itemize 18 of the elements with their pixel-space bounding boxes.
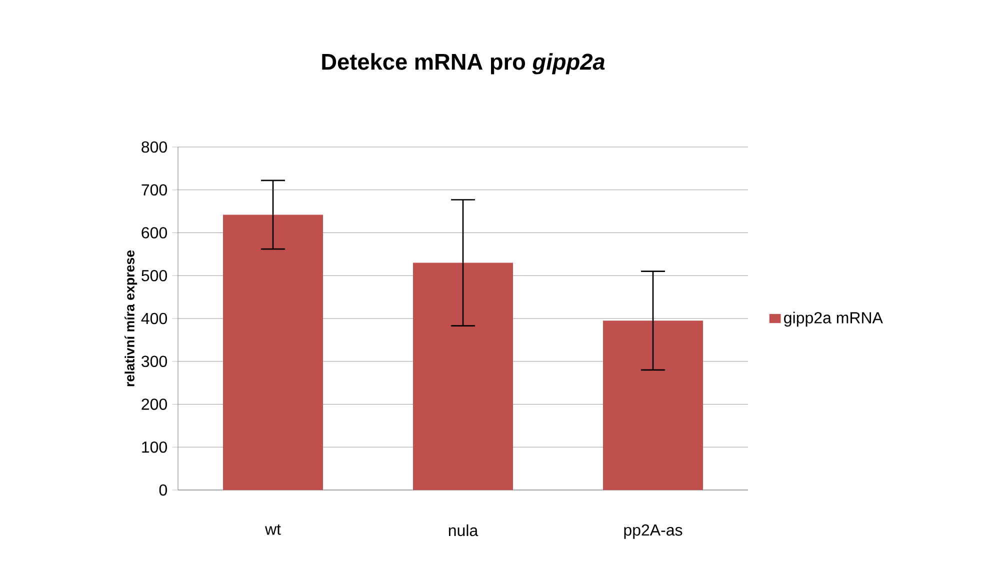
bar (413, 262, 513, 490)
bar (602, 320, 703, 490)
legend-label: gipp2a mRNA (784, 312, 883, 327)
x-tick-label: wt (264, 524, 281, 535)
bar (223, 214, 324, 490)
y-axis-title: relativní míra exprese (124, 250, 138, 386)
y-tick-label: 300 (142, 356, 167, 368)
y-tick-label: 100 (142, 441, 167, 453)
y-tick-label: 500 (142, 270, 167, 282)
x-tick-label: pp2A-as (624, 524, 682, 539)
chart-title: Detekce mRNA pro gipp2a (322, 53, 605, 74)
y-tick-label: 800 (142, 141, 167, 153)
y-tick-label: 0 (159, 484, 167, 496)
y-tick-label: 200 (142, 398, 167, 410)
y-tick-label: 700 (142, 184, 167, 196)
y-tick-label: 400 (141, 312, 167, 324)
x-tick-label: nula (448, 524, 478, 536)
y-tick-label: 600 (142, 227, 167, 238)
